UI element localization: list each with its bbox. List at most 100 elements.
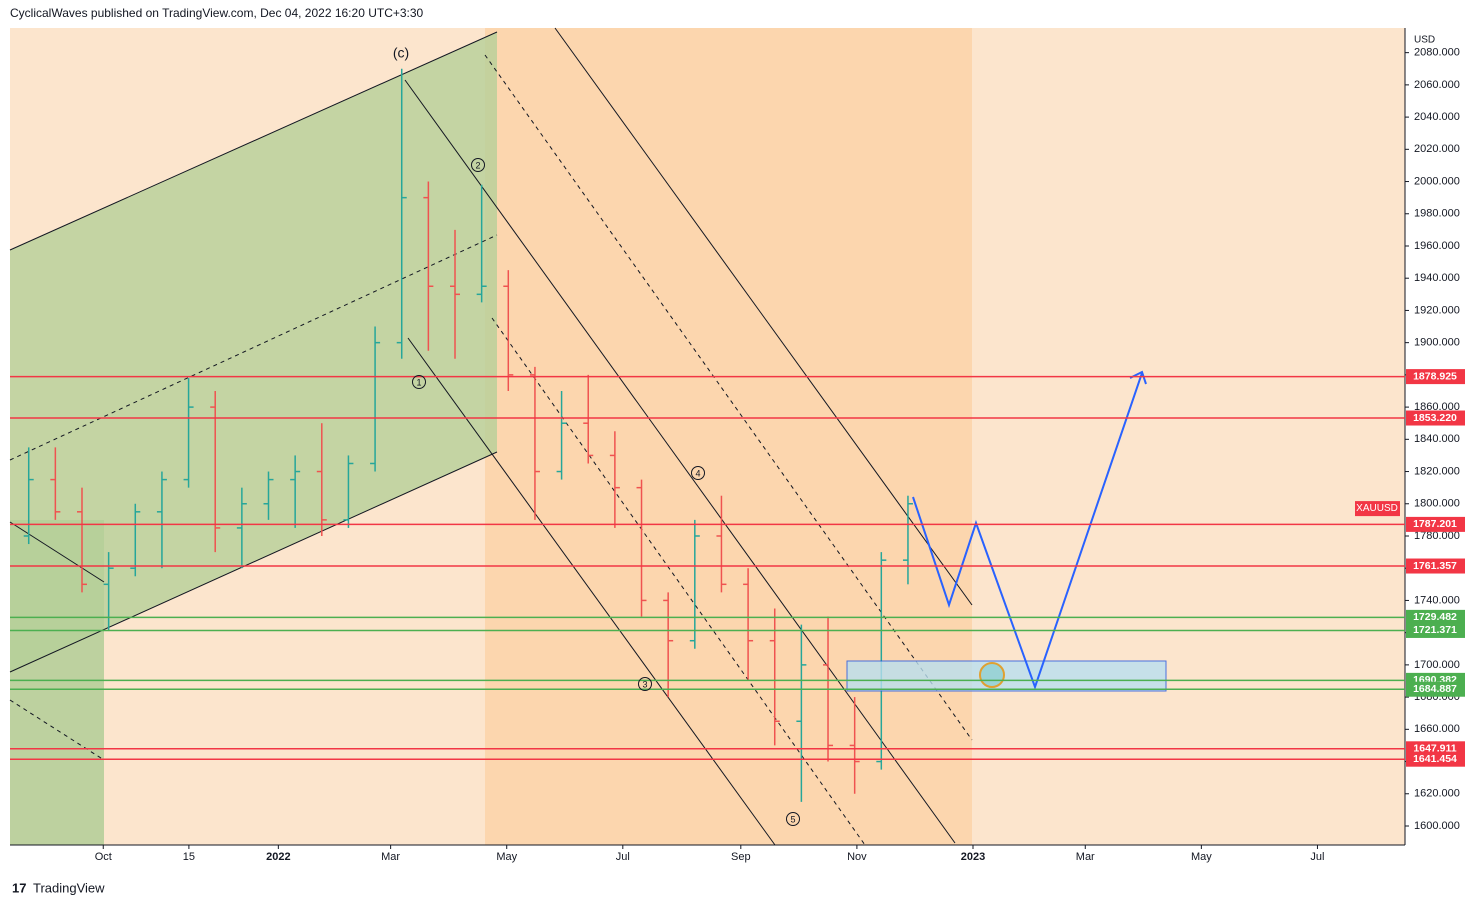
level-tag [1406, 410, 1465, 426]
y-tick-label: 1800.000 [1414, 498, 1460, 510]
ohlc-bar [743, 568, 754, 681]
y-tick-label: 1780.000 [1414, 530, 1460, 542]
ohlc-bar [849, 697, 860, 794]
x-tick-label: Oct [95, 851, 112, 863]
level-label: 1684.887 [1413, 683, 1457, 695]
y-tick-label: 2080.000 [1414, 47, 1460, 59]
level-tag [1406, 751, 1465, 767]
ohlc-bar [450, 229, 461, 359]
level-label: 1729.482 [1413, 611, 1457, 623]
drawing-line [9, 31, 498, 251]
y-tick-label: 1840.000 [1414, 433, 1460, 445]
ohlc-bar [583, 374, 594, 464]
x-tick-label: Nov [847, 851, 867, 863]
level-label: 1787.201 [1413, 518, 1457, 530]
symbol-tag [1355, 501, 1400, 517]
y-tick-label: 1820.000 [1414, 465, 1460, 477]
symbol-label: XAUUSD [1356, 503, 1398, 514]
y-tick-label: 1700.000 [1414, 659, 1460, 671]
price-axis-bg [1405, 28, 1468, 845]
drawing-line [554, 27, 973, 606]
ohlc-bar [716, 495, 727, 593]
x-tick-label: May [496, 851, 517, 863]
ohlc-bar [556, 390, 567, 480]
wave-circle [786, 812, 800, 826]
level-label: 1853.220 [1413, 412, 1457, 424]
orange-zone [485, 28, 972, 845]
ohlc-bar [50, 447, 61, 520]
wave-circle [638, 677, 652, 691]
level-label: 1641.454 [1413, 753, 1457, 765]
wave-label: 5 [790, 814, 795, 824]
ohlc-bar [263, 471, 274, 520]
y-tick-label: 1920.000 [1414, 304, 1460, 316]
y-tick-label: 1960.000 [1414, 240, 1460, 252]
ohlc-bar [316, 423, 327, 536]
x-tick-label: 2023 [961, 851, 985, 863]
y-tick-label: 1860.000 [1414, 401, 1460, 413]
ohlc-bar [76, 487, 87, 593]
wave-label: 1 [416, 377, 421, 387]
drawing-line [407, 337, 776, 846]
drawing-line [404, 79, 956, 844]
level-label: 1878.925 [1413, 370, 1457, 382]
y-tick-label: 1980.000 [1414, 208, 1460, 220]
ohlc-bar [636, 479, 647, 617]
y-tick-label: 1600.000 [1414, 820, 1460, 832]
footer: TradingView [33, 880, 105, 895]
ohlc-bar [769, 608, 780, 746]
ohlc-bar [396, 68, 407, 359]
level-label: 1721.371 [1413, 624, 1457, 636]
ohlc-bar [476, 184, 487, 303]
wave-label: 4 [695, 468, 700, 478]
y-tick-label: 2000.000 [1414, 175, 1460, 187]
level-label: 1647.911 [1413, 743, 1456, 755]
x-tick-label: Jul [616, 851, 630, 863]
target-marker [979, 662, 1005, 688]
currency: USD [1414, 35, 1435, 46]
ohlc-bar [343, 455, 354, 528]
drawing-line [9, 451, 498, 673]
y-tick-label: 2020.000 [1414, 143, 1460, 155]
green-channel [10, 32, 497, 672]
y-tick-label: 2060.000 [1414, 79, 1460, 91]
ohlc-bar [529, 366, 540, 520]
x-tick-label: Jul [1310, 851, 1324, 863]
ohlc-bar [130, 503, 141, 577]
x-tick-label: May [1191, 851, 1212, 863]
y-tick-label: 1900.000 [1414, 337, 1460, 349]
ohlc-bar [796, 624, 807, 802]
x-tick-label: Mar [381, 851, 400, 863]
ohlc-bar [503, 270, 514, 391]
drawing-line [491, 317, 866, 846]
target-box [846, 660, 1167, 692]
ohlc-bar [183, 378, 194, 488]
drawing-line [9, 234, 498, 461]
level-label: 1761.357 [1413, 560, 1457, 572]
wave-circle [691, 466, 705, 480]
x-tick-label: Sep [731, 851, 751, 863]
logo: 17 [12, 880, 26, 895]
level-tag [1406, 609, 1465, 625]
x-tick-label: 15 [183, 851, 195, 863]
ohlc-bar [609, 431, 620, 528]
level-tag [1406, 622, 1465, 638]
ohlc-bar [902, 495, 913, 585]
ohlc-bar [423, 181, 434, 351]
ohlc-bar [290, 455, 301, 528]
y-tick-label: 2040.000 [1414, 111, 1460, 123]
y-tick-label: 1740.000 [1414, 594, 1460, 606]
y-tick-label: 1660.000 [1414, 723, 1460, 735]
x-tick-label: Mar [1076, 851, 1095, 863]
wave-circle [412, 375, 426, 389]
x-tick-label: 2022 [266, 851, 290, 863]
y-tick-label: 1940.000 [1414, 272, 1460, 284]
ohlc-bar [23, 447, 34, 545]
ohlc-bar [370, 326, 381, 472]
ohlc-bar [689, 519, 700, 649]
level-tag [1406, 516, 1465, 532]
ohlc-bar [236, 487, 247, 569]
level-tag [1406, 558, 1465, 574]
ohlc-bar [156, 471, 167, 569]
header: CyclicalWaves published on TradingView.c… [10, 6, 424, 20]
